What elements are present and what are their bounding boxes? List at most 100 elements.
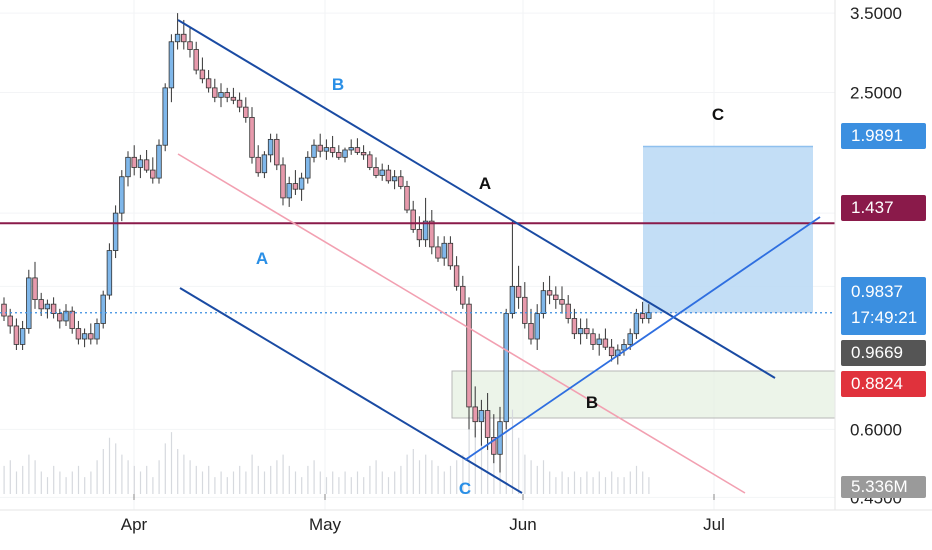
volume-bar bbox=[412, 449, 414, 494]
volume-bar bbox=[648, 477, 650, 494]
volume-bar bbox=[158, 460, 160, 494]
volume-bar bbox=[332, 471, 334, 494]
volume-bar bbox=[511, 409, 514, 494]
candle-body bbox=[404, 185, 410, 211]
candle-body bbox=[311, 144, 317, 158]
candle-body bbox=[19, 328, 26, 345]
x-tick-label: Jul bbox=[703, 515, 725, 534]
horizontal-line-price-tag: 1.437 bbox=[841, 195, 926, 221]
volume-bar bbox=[394, 471, 396, 494]
candle-body bbox=[150, 169, 156, 179]
candle-body bbox=[305, 156, 311, 179]
volume-bar bbox=[40, 471, 42, 494]
candle-body bbox=[7, 315, 13, 327]
volume-bar bbox=[524, 454, 526, 494]
volume-bar bbox=[189, 460, 191, 494]
volume-bar bbox=[139, 471, 142, 494]
volume-bar bbox=[474, 426, 476, 494]
candle-body bbox=[63, 310, 69, 322]
volume-bar bbox=[518, 437, 520, 494]
volume-bar bbox=[369, 465, 371, 494]
volume-bar bbox=[350, 477, 352, 494]
candle-body bbox=[460, 285, 466, 305]
candle-body bbox=[472, 406, 478, 423]
candle-body bbox=[119, 176, 125, 214]
volume-bar bbox=[642, 471, 644, 494]
candle-body bbox=[435, 246, 441, 259]
volume-bar bbox=[319, 471, 321, 494]
volume-bar bbox=[313, 460, 315, 494]
candle-body bbox=[447, 242, 454, 267]
volume-bar bbox=[9, 460, 11, 494]
candle-body bbox=[336, 152, 342, 158]
candle-body bbox=[168, 41, 175, 89]
volume-bar bbox=[604, 477, 607, 494]
candle-body bbox=[100, 294, 106, 324]
volume-bar bbox=[65, 477, 67, 494]
y-tick-label: 3.5000 bbox=[850, 4, 902, 23]
volume-bar bbox=[443, 471, 445, 494]
volume-bar bbox=[201, 471, 204, 494]
wave-label: B bbox=[586, 393, 598, 412]
candle-body bbox=[478, 410, 485, 423]
candle-body bbox=[44, 303, 51, 310]
volume-bar bbox=[77, 465, 80, 494]
volume-bar bbox=[251, 454, 253, 494]
candle-body bbox=[491, 437, 497, 455]
candle-body bbox=[416, 229, 423, 241]
candle-body bbox=[367, 154, 373, 168]
volume-bar bbox=[493, 449, 495, 494]
volume-bar bbox=[555, 477, 557, 494]
volume-bar bbox=[71, 471, 73, 494]
candle-body bbox=[32, 277, 38, 300]
support-zone bbox=[451, 370, 836, 419]
candle-body bbox=[639, 313, 646, 319]
volume-bar bbox=[121, 454, 123, 494]
channel-upper-line bbox=[177, 19, 776, 379]
target-zone bbox=[643, 146, 813, 313]
volume-bar bbox=[338, 477, 340, 494]
volume-bar bbox=[561, 471, 563, 494]
candle-body bbox=[156, 144, 162, 179]
candle-body bbox=[577, 328, 584, 335]
volume-bar bbox=[598, 471, 600, 494]
candle-body bbox=[441, 242, 447, 259]
candle-body bbox=[236, 99, 243, 108]
current-price-tag: 0.9837 17:49:21 bbox=[841, 277, 926, 335]
volume-bar bbox=[288, 465, 290, 494]
candle-body bbox=[596, 338, 602, 345]
volume-bar bbox=[356, 471, 359, 494]
wave-label: A bbox=[256, 249, 268, 268]
candle-body bbox=[466, 303, 472, 408]
candle-body bbox=[484, 410, 491, 438]
candle-body bbox=[360, 152, 367, 156]
volume-bar bbox=[177, 449, 179, 494]
candle-body bbox=[181, 33, 187, 43]
candle-body bbox=[354, 147, 361, 153]
x-tick-label: May bbox=[309, 515, 342, 534]
candle-body bbox=[348, 147, 354, 151]
prev-close-price-tag: 0.9669 bbox=[841, 340, 926, 366]
candle-body bbox=[286, 183, 292, 199]
volume-bar bbox=[263, 471, 266, 494]
volume-bar bbox=[3, 465, 5, 494]
candle-body bbox=[26, 277, 32, 329]
candle-body bbox=[621, 344, 627, 351]
volume-bar bbox=[449, 465, 452, 494]
wave-label: B bbox=[332, 75, 344, 94]
candle-body bbox=[199, 69, 206, 80]
candle-body bbox=[410, 209, 416, 230]
volume-bar bbox=[220, 471, 222, 494]
current-price-value: 0.9837 bbox=[851, 282, 903, 301]
candle-body bbox=[453, 265, 460, 287]
candle-body bbox=[112, 212, 119, 251]
volume-bar bbox=[617, 477, 619, 494]
candle-body bbox=[174, 33, 181, 43]
volume-bar bbox=[505, 404, 507, 494]
volume-bar bbox=[573, 471, 576, 494]
volume-bar bbox=[635, 465, 638, 494]
volume-bar bbox=[282, 454, 284, 494]
candle-body bbox=[608, 346, 615, 357]
